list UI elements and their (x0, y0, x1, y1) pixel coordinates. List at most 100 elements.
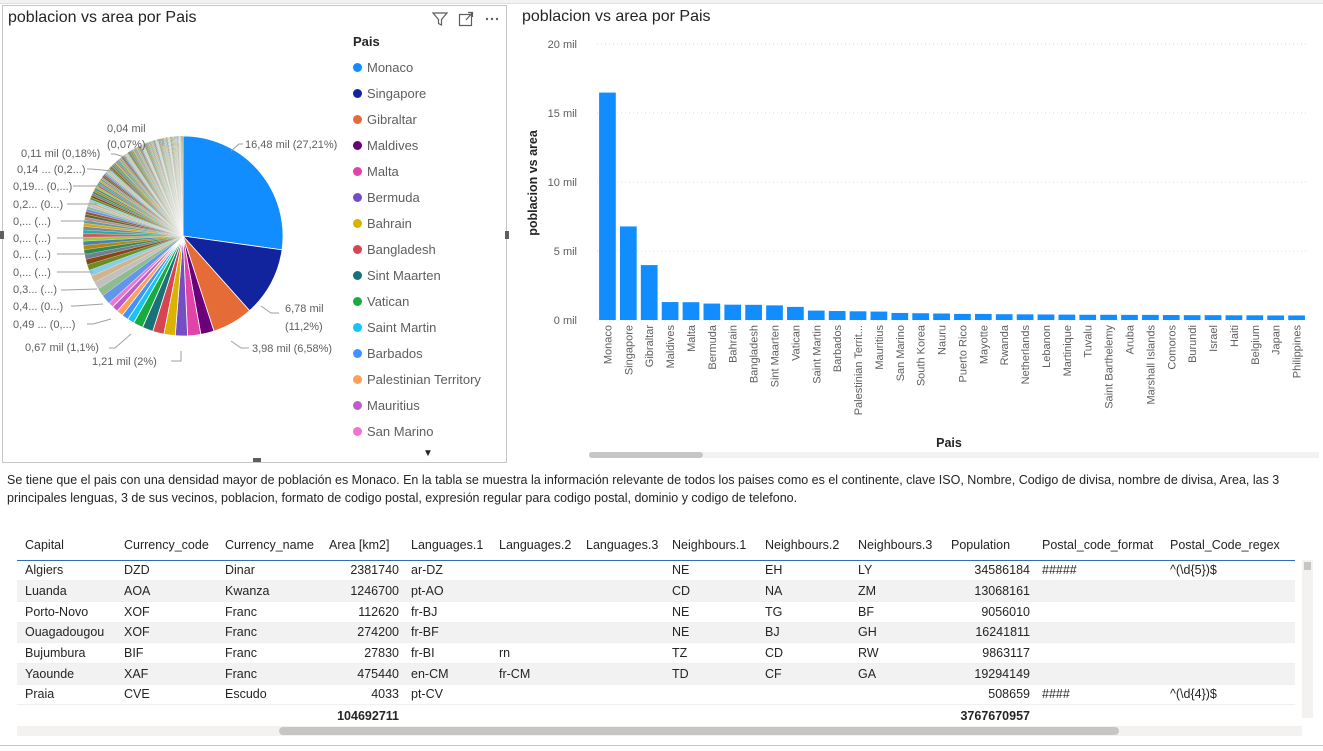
legend-marker (353, 166, 362, 176)
bar[interactable] (828, 311, 846, 320)
bar[interactable] (807, 310, 825, 320)
bar[interactable] (1142, 314, 1159, 320)
table-cell: NE (664, 601, 757, 623)
legend-item[interactable]: Malta (353, 158, 481, 184)
resize-handle-left[interactable] (0, 231, 4, 239)
table-cell: Bujumbura (17, 642, 116, 664)
bar[interactable] (1288, 315, 1305, 320)
bar[interactable] (1037, 314, 1055, 320)
bar[interactable] (745, 304, 762, 320)
table-row[interactable]: Porto-Novo XOF Franc 112620 fr-BJ NE TG BF 90560… (17, 601, 1295, 623)
bar[interactable] (1267, 315, 1285, 320)
bar[interactable] (1079, 314, 1097, 320)
y-tick-label: 0 mil (554, 315, 577, 327)
column-header[interactable]: Currency_code (116, 530, 217, 561)
column-header[interactable]: Neighbours.2 (757, 530, 850, 561)
resize-handle-bottom[interactable] (253, 458, 261, 462)
legend-item[interactable]: Barbados (353, 340, 481, 366)
pie-slice[interactable] (181, 235, 283, 312)
data-label-121: 1,21 mil (2%) (92, 356, 157, 368)
legend-item[interactable]: Palestinian Territory (353, 366, 481, 392)
bar[interactable] (787, 306, 804, 320)
table-cell (1162, 622, 1295, 644)
pie-chart-visual[interactable]: poblacion vs area por Pais (0, 5, 509, 463)
legend-item[interactable]: Bermuda (353, 184, 481, 210)
column-header[interactable]: Capital (17, 530, 116, 561)
table-vertical-scrollbar[interactable] (1302, 560, 1313, 718)
bar[interactable] (891, 312, 909, 320)
legend-scroll-down-icon[interactable]: ▼ (423, 448, 433, 459)
bar[interactable] (1058, 314, 1076, 320)
data-table-visual[interactable]: Capital Currency_code Currency_name Area [k… (17, 530, 1313, 742)
more-options-icon[interactable] (484, 11, 500, 27)
bar[interactable] (599, 92, 616, 320)
bar[interactable] (974, 313, 992, 320)
legend-item[interactable]: Sint Maarten (353, 262, 481, 288)
bar[interactable] (1100, 314, 1117, 320)
legend-item[interactable]: Monaco (353, 54, 481, 80)
bar[interactable] (724, 304, 742, 320)
bar[interactable] (1016, 314, 1034, 320)
column-header[interactable]: Postal_Code_regex (1162, 530, 1295, 561)
column-header[interactable]: Languages.1 (403, 530, 491, 561)
bar[interactable] (849, 311, 867, 320)
bar[interactable] (912, 313, 930, 320)
bar[interactable] (1204, 315, 1222, 320)
column-header[interactable]: Currency_name (217, 530, 321, 561)
table-cell: Yaounde (17, 663, 116, 685)
column-header[interactable]: Neighbours.3 (850, 530, 943, 561)
table-row[interactable]: Algiers DZD Dinar 2381740 ar-DZ NE EH LY 3458618… (17, 560, 1295, 582)
bar[interactable] (682, 302, 700, 320)
bar[interactable] (954, 313, 971, 320)
bar[interactable] (995, 314, 1013, 320)
column-header[interactable]: Languages.3 (578, 530, 664, 561)
filter-icon[interactable] (431, 11, 449, 27)
table-row[interactable]: Luanda AOA Kwanza 1246700 pt-AO CD NA ZM 1306816… (17, 580, 1295, 602)
table-cell: Franc (217, 642, 321, 664)
bar[interactable] (1121, 314, 1138, 320)
table-row[interactable]: Yaounde XAF Franc 475440 en-CM fr-CM TD CF GA 192… (17, 663, 1295, 685)
legend-item[interactable]: Mauritius (353, 392, 481, 418)
table-row[interactable]: Ouagadougou XOF Franc 274200 fr-BF NE BJ GH 1624… (17, 622, 1295, 644)
table-row[interactable]: Praia CVE Escudo 4033 pt-CV 508659 #### ^(\d{4}… (17, 684, 1295, 706)
legend-item[interactable]: Bahrain (353, 210, 481, 236)
bar[interactable] (1183, 315, 1201, 320)
column-header[interactable]: Postal_code_format (1034, 530, 1162, 561)
bar-chart-visual[interactable]: poblacion vs area por Pais 0 mil 5 mil 10 … (515, 5, 1321, 463)
table-horizontal-scrollbar-thumb[interactable] (279, 727, 1119, 735)
focus-mode-icon[interactable] (458, 11, 474, 27)
legend-item[interactable]: Gibraltar (353, 106, 481, 132)
x-tick-label: Barbados (832, 325, 844, 373)
column-header[interactable]: Population (943, 530, 1034, 561)
bar[interactable] (640, 265, 658, 320)
legend-item[interactable]: Maldives (353, 132, 481, 158)
table-cell: Luanda (17, 580, 116, 602)
table-cell (491, 580, 578, 602)
bar[interactable] (703, 303, 721, 320)
table-cell (17, 704, 116, 728)
legend-item[interactable]: Singapore (353, 80, 481, 106)
bar[interactable] (933, 313, 950, 320)
bar[interactable] (766, 305, 783, 320)
resize-handle-right[interactable] (505, 231, 509, 239)
bar-chart-scrollbar-thumb[interactable] (589, 452, 703, 458)
column-header[interactable]: Neighbours.1 (664, 530, 757, 561)
legend-item[interactable]: Bangladesh (353, 236, 481, 262)
bar[interactable] (1162, 315, 1180, 320)
legend-item[interactable]: Vatican (353, 288, 481, 314)
table-horizontal-scrollbar[interactable] (17, 726, 1302, 736)
table-row[interactable]: Bujumbura BIF Franc 27830 fr-BI rn TZ CD RW 98631… (17, 642, 1295, 664)
bar-chart-scrollbar-track[interactable] (589, 452, 1319, 458)
legend-item[interactable]: Saint Martin (353, 314, 481, 340)
bar[interactable] (1246, 315, 1264, 320)
bar[interactable] (870, 311, 888, 320)
legend-label: Monaco (367, 59, 414, 75)
table-cell: LY (850, 560, 943, 582)
bar[interactable] (619, 226, 637, 320)
column-header[interactable]: Area [km2] (321, 530, 403, 561)
pie-slice[interactable] (182, 135, 284, 251)
legend-item[interactable]: San Marino (353, 418, 481, 444)
column-header[interactable]: Languages.2 (491, 530, 578, 561)
bar[interactable] (661, 302, 679, 320)
bar[interactable] (1225, 315, 1243, 320)
